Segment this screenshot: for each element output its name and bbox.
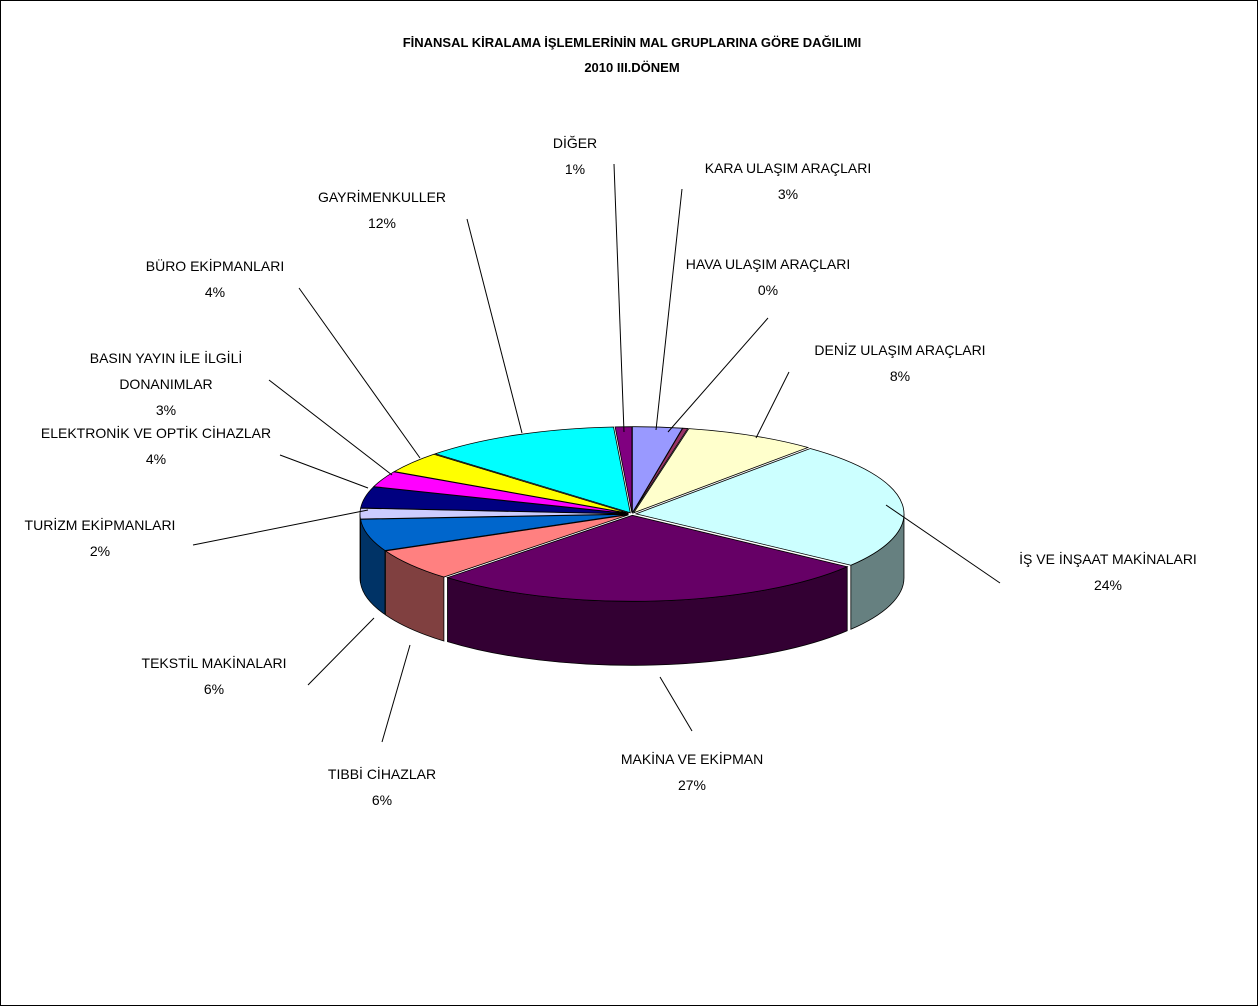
slice-label: KARA ULAŞIM ARAÇLARI 3% <box>705 160 872 202</box>
leader-line <box>885 504 1001 584</box>
chart-title: FİNANSAL KİRALAMA İŞLEMLERİNİN MAL GRUPL… <box>403 35 862 50</box>
leader-line <box>466 218 523 434</box>
slice-label: BASIN YAYIN İLE İLGİLİ DONANIMLAR 3% <box>90 349 243 418</box>
slice-label: MAKİNA VE EKİPMAN 27% <box>621 750 763 793</box>
leader-line <box>298 287 421 459</box>
leader-line <box>268 379 393 476</box>
leader-line <box>755 371 790 439</box>
leader-line <box>655 188 683 431</box>
pie-slice <box>384 514 629 578</box>
leader-line <box>381 644 411 743</box>
slice-label: GAYRİMENKULLER 12% <box>318 188 446 231</box>
slice-label: DENİZ ULAŞIM ARAÇLARI 8% <box>814 341 985 384</box>
pie-slice <box>632 428 810 514</box>
chart-subtitle: 2010 III.DÖNEM <box>584 60 679 75</box>
slice-label: TURİZM EKİPMANLARI 2% <box>25 516 176 559</box>
pie-slice <box>446 514 849 602</box>
pie-slice <box>634 448 905 566</box>
slice-label: TEKSTİL MAKİNALARI 6% <box>142 654 287 697</box>
leader-line <box>279 454 369 489</box>
slice-label: İŞ VE İNŞAAT MAKİNALARI 24% <box>1019 550 1197 593</box>
leader-line <box>659 676 693 732</box>
slice-label: BÜRO EKİPMANLARI 4% <box>146 257 284 300</box>
pie-slice <box>632 427 689 513</box>
slice-label: HAVA ULAŞIM ARAÇLARI 0% <box>686 256 850 298</box>
leader-line <box>613 163 625 433</box>
leader-line <box>307 617 375 686</box>
slice-label: ELEKTRONİK VE OPTİK CİHAZLAR 4% <box>41 424 271 467</box>
leader-line <box>667 317 769 433</box>
pie-slice <box>434 426 631 514</box>
slice-label: TIBBİ CİHAZLAR 6% <box>328 765 436 808</box>
pie-slice <box>393 453 629 514</box>
leader-line <box>192 509 369 546</box>
slice-label: DİĞER 1% <box>553 134 597 177</box>
